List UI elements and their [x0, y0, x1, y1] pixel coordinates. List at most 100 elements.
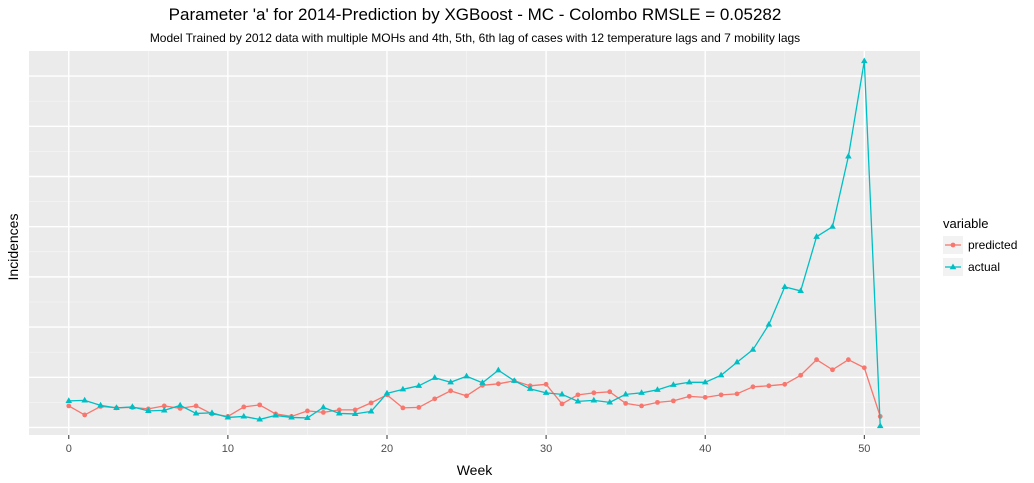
data-point-actual	[415, 382, 423, 388]
data-point-actual	[876, 422, 884, 429]
data-point-actual	[192, 409, 200, 416]
data-point-predicted	[448, 388, 454, 394]
data-point-actual	[861, 57, 868, 64]
data-point-actual	[495, 366, 502, 373]
data-point-actual	[463, 372, 470, 379]
data-point-actual	[272, 411, 279, 418]
legend-marker-predicted	[950, 242, 956, 248]
data-point-predicted	[432, 396, 438, 402]
data-point-actual	[97, 401, 104, 408]
data-point-predicted	[305, 408, 310, 414]
data-point-actual	[797, 287, 804, 294]
series-layer	[65, 57, 884, 429]
data-point-predicted	[623, 400, 629, 406]
legend-title: variable	[943, 216, 989, 231]
data-point-predicted	[161, 403, 167, 409]
y-axis-title: Incidences	[5, 214, 21, 281]
x-tick-label: 10	[222, 443, 234, 455]
data-point-predicted	[559, 401, 565, 407]
data-point-actual	[256, 415, 264, 422]
x-tick-label: 0	[66, 443, 72, 455]
data-point-actual	[670, 381, 677, 387]
data-point-actual	[224, 413, 232, 420]
legend-label-predicted: predicted	[968, 238, 1017, 252]
data-point-predicted	[655, 399, 660, 405]
data-point-actual	[813, 233, 820, 239]
data-point-predicted	[543, 381, 549, 387]
data-point-actual	[479, 379, 486, 385]
data-point-predicted	[702, 394, 708, 400]
data-point-actual	[367, 407, 375, 414]
data-point-actual	[638, 389, 645, 395]
data-point-predicted	[734, 391, 740, 397]
data-point-actual	[733, 358, 741, 365]
data-point-predicted	[82, 412, 88, 418]
data-point-predicted	[607, 389, 613, 395]
data-point-actual	[749, 346, 757, 352]
data-point-predicted	[670, 398, 676, 404]
data-point-actual	[622, 390, 629, 397]
data-point-predicted	[575, 392, 581, 398]
x-tick-label: 40	[699, 443, 711, 455]
data-point-predicted	[416, 404, 422, 410]
grid-major	[29, 51, 920, 435]
series-actual	[65, 57, 884, 429]
data-point-actual	[590, 396, 598, 403]
legend-item-predicted: predicted	[943, 236, 1017, 254]
data-point-predicted	[830, 367, 835, 373]
data-point-actual	[717, 371, 725, 378]
data-point-predicted	[320, 410, 326, 415]
data-point-actual	[701, 378, 709, 385]
data-point-predicted	[591, 390, 597, 396]
data-point-predicted	[257, 402, 263, 408]
x-axis-title: Week	[457, 462, 494, 478]
data-point-actual	[510, 377, 518, 383]
data-point-predicted	[782, 381, 788, 387]
data-point-predicted	[686, 393, 692, 399]
legend: variable predicted actual	[943, 216, 1017, 276]
data-point-actual	[558, 390, 566, 397]
x-tick-label: 30	[540, 443, 552, 455]
legend-marker-actual	[949, 263, 957, 270]
data-point-predicted	[814, 357, 819, 363]
data-point-actual	[65, 397, 73, 403]
data-point-actual	[383, 389, 391, 396]
data-point-actual	[81, 396, 88, 403]
data-point-actual	[526, 385, 534, 391]
data-point-actual	[781, 283, 789, 290]
data-point-actual	[542, 389, 550, 395]
data-point-actual	[399, 385, 407, 392]
data-point-actual	[574, 397, 582, 404]
data-point-predicted	[193, 403, 199, 409]
data-point-actual	[304, 414, 311, 421]
data-point-predicted	[495, 381, 501, 387]
x-axis-ticks: 0 10 20 30 40 50	[66, 435, 870, 455]
series-line-predicted	[68, 359, 881, 418]
data-point-actual	[447, 378, 454, 385]
data-point-actual	[320, 403, 327, 410]
data-point-actual	[288, 413, 295, 420]
x-tick-label: 20	[381, 443, 393, 455]
data-point-predicted	[798, 372, 804, 378]
data-point-actual	[176, 401, 184, 408]
data-point-actual	[160, 406, 168, 413]
data-point-actual	[606, 398, 614, 405]
legend-label-actual: actual	[968, 260, 1000, 274]
data-point-predicted	[639, 403, 644, 409]
data-point-predicted	[352, 407, 358, 413]
data-point-predicted	[368, 400, 374, 406]
data-point-actual	[335, 409, 343, 416]
data-point-actual	[845, 152, 852, 159]
data-point-actual	[654, 386, 661, 392]
data-point-actual	[829, 223, 836, 229]
data-point-predicted	[846, 357, 851, 363]
data-point-predicted	[766, 383, 772, 389]
data-point-actual	[765, 320, 773, 327]
data-point-predicted	[718, 392, 724, 398]
data-point-actual	[129, 403, 136, 409]
data-point-actual	[240, 412, 248, 419]
data-point-predicted	[750, 384, 756, 390]
data-point-predicted	[241, 404, 247, 410]
data-point-predicted	[861, 365, 867, 371]
